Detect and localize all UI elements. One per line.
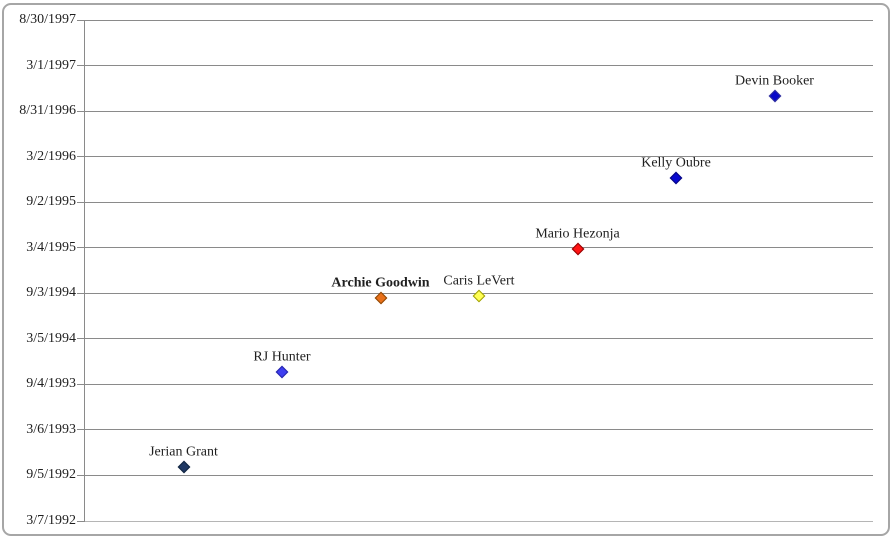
y-axis-tick <box>77 292 85 294</box>
y-axis-line <box>84 20 85 521</box>
y-axis-tick-label: 8/31/1996 <box>19 103 76 119</box>
data-point-marker[interactable] <box>177 460 190 474</box>
data-point-marker[interactable] <box>275 365 289 379</box>
y-axis-tick <box>77 201 85 203</box>
gridline <box>85 520 873 522</box>
gridline <box>85 110 873 112</box>
y-axis-tick-label: 8/30/1997 <box>19 12 76 27</box>
y-axis-tick <box>77 65 85 67</box>
y-axis-tick-label: 9/5/1992 <box>26 467 76 483</box>
y-axis-labels: 8/30/1997 3/1/1997 8/31/1996 3/2/1996 9/2/19… <box>0 12 76 528</box>
y-axis-tick-label: 9/4/1993 <box>26 376 76 392</box>
y-axis-tick <box>77 247 85 249</box>
y-axis-tick <box>77 474 85 476</box>
data-point-marker[interactable] <box>768 89 781 103</box>
data-point-marker[interactable] <box>571 243 584 256</box>
data-point-label: Caris LeVert <box>443 273 515 289</box>
y-axis-tick-label: 3/5/1994 <box>26 330 76 346</box>
data-point-label: Mario Hezonja <box>535 227 620 243</box>
data-point-label: RJ Hunter <box>253 349 311 365</box>
y-axis-tick <box>77 19 85 21</box>
y-axis-tick <box>77 520 85 522</box>
gridline <box>85 19 873 21</box>
data-point-label: Archie Goodwin <box>331 275 430 291</box>
y-axis-tick <box>77 383 85 385</box>
gridline <box>85 156 873 158</box>
data-point-label: Jerian Grant <box>149 444 218 460</box>
y-axis-tick <box>77 110 85 112</box>
data-point-label: Kelly Oubre <box>641 155 711 171</box>
y-axis-tick-label: 3/1/1997 <box>26 57 76 73</box>
plot-area: Jerian Grant RJ Hunter Archie Goodwin Caris… <box>77 19 873 522</box>
y-axis-tick-label: 3/6/1993 <box>26 421 76 437</box>
gridline <box>85 338 873 340</box>
data-point-marker[interactable] <box>472 289 486 302</box>
gridline <box>85 474 873 476</box>
y-axis-tick <box>77 429 85 431</box>
gridline <box>85 429 873 431</box>
gridline <box>85 383 873 385</box>
y-axis-tick-label: 9/3/1994 <box>26 285 76 301</box>
chart-frame <box>2 3 890 536</box>
gridline <box>85 247 873 249</box>
gridline <box>85 201 873 203</box>
y-axis-tick-label: 3/7/1992 <box>26 513 76 528</box>
y-axis-tick <box>77 338 85 340</box>
y-axis-tick-label: 3/4/1995 <box>26 239 76 255</box>
y-axis-tick-label: 9/2/1995 <box>26 194 76 210</box>
y-axis-tick <box>77 156 85 158</box>
gridline <box>85 65 873 67</box>
data-point-label: Devin Booker <box>735 73 814 89</box>
data-point-marker[interactable] <box>669 171 683 185</box>
y-axis-tick-label: 3/2/1996 <box>26 148 76 164</box>
